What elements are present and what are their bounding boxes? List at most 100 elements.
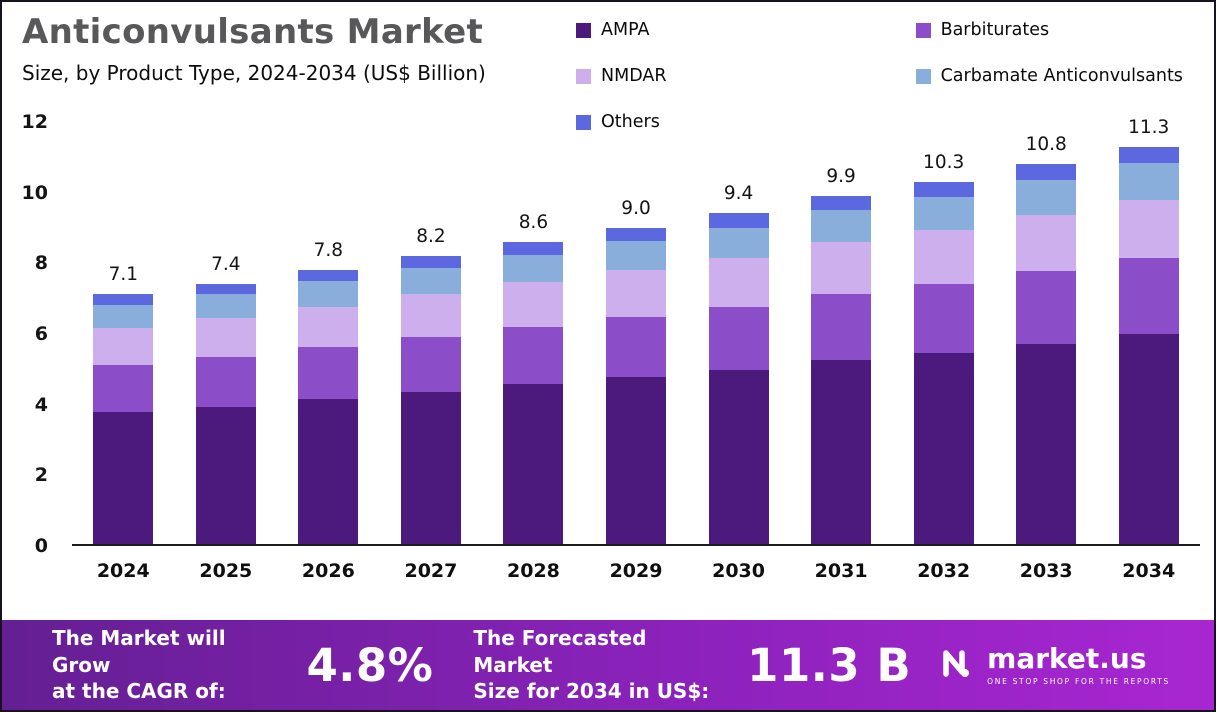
bar-segment-carbamate-anticonvulsants (1016, 180, 1077, 216)
bar-segment-others (400, 255, 461, 268)
bar-segment-ampa (503, 384, 564, 544)
plot-area: 7.1 7.4 7.8 8.2 8.6 9.0 9.4 9.9 10.3 10.8 11.3 (72, 117, 1200, 546)
legend-swatch (576, 68, 591, 84)
bar-slot-2025: 7.4 (175, 122, 278, 544)
bar-slot-2030: 9.4 (687, 122, 790, 544)
legend-label: Others (601, 112, 660, 132)
bar-segment-barbiturates (1016, 271, 1077, 344)
bar-segment-others (708, 213, 769, 228)
y-tick-label: 12 (21, 111, 48, 133)
chart-header: Anticonvulsants Market Size, by Product … (22, 12, 562, 85)
bar-total-label: 9.9 (826, 165, 856, 187)
x-axis-label: 2029 (609, 560, 663, 582)
legend-label: AMPA (601, 20, 650, 40)
bar-segment-barbiturates (195, 356, 256, 407)
bar-segment-nmdar (400, 294, 461, 337)
y-tick-label: 8 (34, 252, 48, 275)
bar-segment-carbamate-anticonvulsants (195, 294, 256, 319)
bar-total-label: 9.4 (723, 183, 754, 205)
bar-segment-nmdar (811, 242, 872, 294)
bar-segment-ampa (400, 391, 461, 544)
bar-segment-barbiturates (606, 316, 666, 377)
bar-segment-nmdar (1118, 199, 1179, 259)
legend-label: Carbamate Anticonvulsants (940, 66, 1183, 86)
x-axis-label: 2034 (1122, 560, 1176, 582)
legend-label: NMDAR (601, 66, 667, 86)
bar-segment-carbamate-anticonvulsants (708, 227, 769, 258)
legend-label: Barbiturates (940, 20, 1050, 40)
brand-block: market.us ONE STOP SHOP FOR THE REPORTS (937, 644, 1170, 686)
bar-segment-ampa (1016, 343, 1077, 544)
bar-segment-ampa (195, 406, 256, 544)
legend-swatch (915, 68, 931, 84)
bar-segment-nmdar (1016, 215, 1077, 272)
x-axis-label: 2033 (1019, 560, 1073, 582)
y-tick-label: 10 (21, 181, 48, 204)
page-subtitle: Size, by Product Type, 2024-2034 (US$ Bi… (22, 61, 486, 85)
bar-segment-others (1016, 164, 1077, 181)
bar-segment-others (503, 241, 564, 255)
bar-segment-barbiturates (1118, 258, 1179, 335)
bar-segment-barbiturates (93, 364, 154, 413)
bar-total-label: 10.3 (923, 151, 965, 173)
bar-segment-nmdar (606, 270, 666, 317)
y-tick-label: 4 (34, 393, 48, 416)
x-axis-label: 2027 (404, 560, 458, 582)
forecast-label: The Forecasted Market Size for 2034 in U… (473, 626, 710, 704)
bar-segment-ampa (298, 399, 359, 544)
bar-segment-barbiturates (503, 327, 564, 385)
forecast-value: 11.3 B (747, 638, 912, 692)
legend-swatch (576, 22, 591, 38)
bar-segment-ampa (93, 412, 154, 544)
bar-segment-barbiturates (811, 293, 872, 361)
x-axis-label: 2031 (814, 560, 868, 582)
x-axis-label: 2024 (96, 560, 150, 582)
bar-segment-carbamate-anticonvulsants (811, 210, 872, 243)
bar-segment-ampa (913, 352, 974, 544)
bar-total-label: 8.6 (518, 211, 549, 233)
brand-tagline: ONE STOP SHOP FOR THE REPORTS (987, 676, 1170, 686)
bar-segment-others (195, 283, 256, 295)
bar-segment-carbamate-anticonvulsants (93, 304, 154, 328)
bar-segment-ampa (1118, 334, 1179, 544)
legend-item-ampa: AMPA (576, 20, 694, 40)
bar-segment-others (1118, 146, 1179, 164)
bar-segment-others (606, 227, 666, 241)
bar-segment-carbamate-anticonvulsants (503, 254, 564, 283)
bar-segment-barbiturates (400, 336, 461, 392)
x-axis-label: 2026 (301, 560, 355, 582)
bar-total-label: 9.0 (621, 197, 651, 219)
x-axis-label: 2032 (917, 560, 971, 582)
cagr-value: 4.8% (306, 638, 434, 692)
bar-total-label: 8.2 (416, 225, 446, 247)
legend-swatch (576, 114, 591, 130)
legend-swatch (915, 22, 931, 38)
x-axis-label: 2028 (507, 560, 560, 582)
footer-banner: The Market will Grow at the CAGR of: 4.8… (2, 620, 1214, 710)
bar-segment-nmdar (503, 282, 564, 328)
bar-total-label: 10.8 (1025, 134, 1067, 156)
bar-total-label: 7.4 (211, 253, 241, 275)
bar-slot-2034: 11.3 (1097, 117, 1200, 544)
marketus-logo-icon (937, 644, 975, 686)
bar-segment-nmdar (93, 327, 154, 365)
bar-segment-ampa (606, 376, 666, 544)
bar-slot-2031: 9.9 (790, 122, 893, 544)
x-axis-label: 2030 (712, 560, 765, 582)
bar-segment-others (93, 294, 154, 305)
bar-segment-carbamate-anticonvulsants (1118, 163, 1179, 200)
y-tick-label: 2 (34, 464, 48, 487)
legend-item-carbamate-anticonvulsants: Carbamate Anticonvulsants (915, 66, 1210, 86)
bar-segment-barbiturates (298, 347, 359, 400)
bar-segment-barbiturates (708, 306, 769, 370)
bar-total-label: 11.3 (1128, 116, 1170, 138)
bar-total-label: 7.1 (108, 264, 138, 286)
bar-segment-barbiturates (913, 283, 974, 353)
bar-total-label: 7.8 (313, 239, 344, 261)
y-tick-label: 6 (34, 323, 48, 345)
bar-slot-2024: 7.1 (72, 122, 175, 544)
legend-item-barbiturates: Barbiturates (915, 20, 1210, 40)
bar-segment-ampa (811, 360, 872, 544)
cagr-label: The Market will Grow at the CAGR of: (52, 626, 226, 704)
bar-slot-2033: 10.8 (995, 122, 1098, 544)
